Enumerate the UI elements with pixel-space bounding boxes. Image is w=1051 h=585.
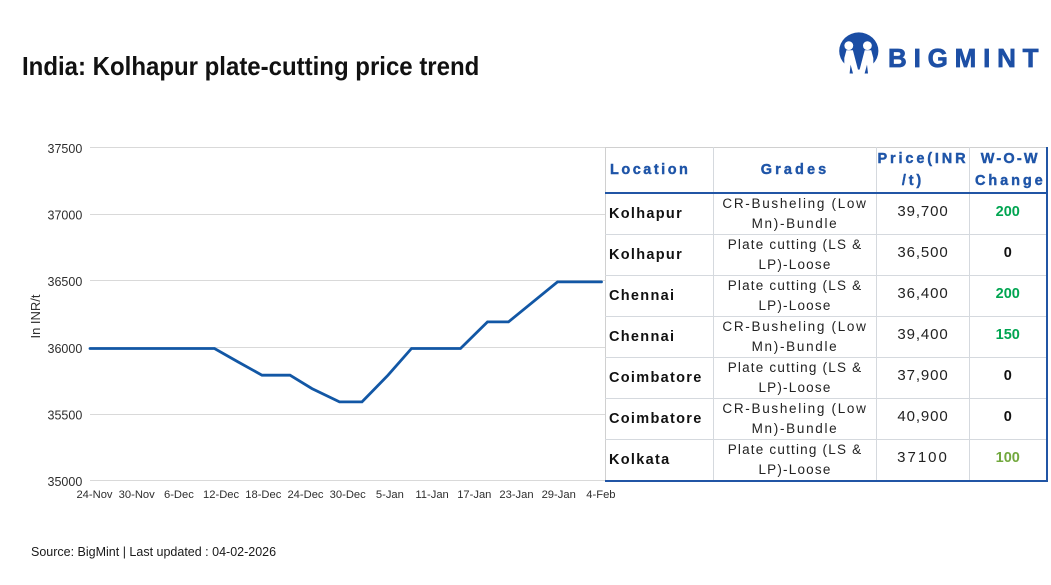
svg-text:18-Dec: 18-Dec bbox=[245, 489, 281, 501]
svg-text:5-Jan: 5-Jan bbox=[376, 489, 404, 501]
svg-text:35000: 35000 bbox=[48, 475, 83, 489]
svg-text:37000: 37000 bbox=[48, 209, 83, 223]
svg-text:36500: 36500 bbox=[48, 275, 83, 289]
svg-text:6-Dec: 6-Dec bbox=[164, 489, 194, 501]
svg-text:29-Jan: 29-Jan bbox=[542, 489, 576, 501]
svg-text:24-Dec: 24-Dec bbox=[287, 489, 323, 501]
svg-text:35500: 35500 bbox=[48, 409, 83, 423]
svg-text:17-Jan: 17-Jan bbox=[457, 489, 491, 501]
svg-text:11-Jan: 11-Jan bbox=[415, 489, 448, 501]
svg-text:24-Nov: 24-Nov bbox=[76, 489, 112, 501]
svg-text:23-Jan: 23-Jan bbox=[499, 489, 533, 501]
svg-text:30-Nov: 30-Nov bbox=[119, 489, 155, 501]
svg-text:12-Dec: 12-Dec bbox=[203, 489, 239, 501]
svg-text:30-Dec: 30-Dec bbox=[330, 489, 366, 501]
svg-text:4-Feb: 4-Feb bbox=[586, 489, 615, 501]
svg-text:In INR/t: In INR/t bbox=[28, 294, 43, 338]
svg-text:36000: 36000 bbox=[48, 342, 83, 356]
svg-text:37500: 37500 bbox=[48, 142, 83, 156]
